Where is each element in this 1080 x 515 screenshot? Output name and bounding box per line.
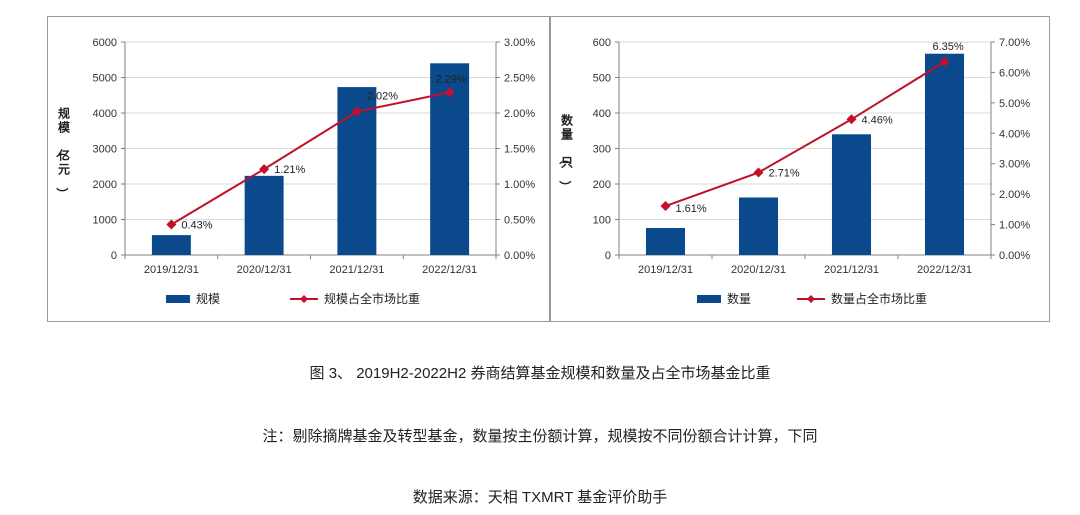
x-tick-label: 2021/12/31 — [824, 264, 879, 276]
x-tick-label: 2022/12/31 — [422, 264, 477, 276]
count-point — [753, 167, 764, 178]
scale-point — [351, 106, 362, 117]
legend-bar-swatch — [166, 295, 190, 303]
figure-title: 图 3、 2019H2-2022H2 券商结算基金规模和数量及占全市场基金比重 — [309, 365, 771, 382]
y-axis-label: 数量（只） — [558, 113, 574, 193]
data-label: 0.43% — [181, 219, 212, 231]
data-label: 1.61% — [676, 203, 707, 215]
y-tick-label: 200 — [593, 179, 611, 191]
y2-tick-label: 0.50% — [504, 215, 535, 227]
count-bar — [831, 134, 872, 255]
count-chart: 0 100 200 300 400 500 600 0.00% 1.00% 2.00% 3.00% 4… — [558, 37, 1030, 306]
data-label: 1.21% — [274, 164, 305, 176]
legend-line-marker — [807, 295, 815, 303]
data-label: 6.35% — [933, 41, 964, 53]
y2-tick-label: 6.00% — [999, 67, 1030, 79]
x-tick-label: 2020/12/31 — [237, 264, 292, 276]
right-chart-panel: 0 100 200 300 400 500 600 0.00% 1.00% 2.00% 3.00% 4… — [550, 16, 1050, 322]
scale-line — [170, 91, 450, 226]
y-tick-label: 6000 — [93, 37, 117, 49]
y-tick-label: 100 — [593, 215, 611, 227]
y2-tick-label: 4.00% — [999, 128, 1030, 140]
count-bar — [924, 53, 965, 256]
count-bar — [645, 228, 686, 255]
y-tick-label: 0 — [605, 250, 611, 262]
count-point — [846, 114, 857, 125]
scale-bar — [244, 175, 284, 255]
data-label: 2.29% — [436, 73, 467, 85]
scale-point — [166, 219, 177, 230]
y2-tick-label: 3.00% — [999, 159, 1030, 171]
legend-line-marker — [300, 295, 308, 303]
x-tick-label: 2021/12/31 — [329, 264, 384, 276]
y-tick-label: 2000 — [93, 179, 117, 191]
y-tick-label: 5000 — [93, 73, 117, 85]
y2-tick-label: 2.50% — [504, 73, 535, 85]
count-line — [665, 60, 946, 207]
y-tick-label: 1000 — [93, 215, 117, 227]
scale-chart: 0 1000 2000 3000 4000 5000 6000 0.00% 0.50% 1.00%… — [55, 37, 535, 306]
y2-tick-label: 1.00% — [504, 179, 535, 191]
y2-tick-label: 0.00% — [999, 250, 1030, 262]
figure-note: 注：剔除摘牌基金及转型基金，数量按主份额计算，规模按不同份额合计计算，下同 — [262, 428, 818, 445]
data-label: 2.71% — [769, 168, 800, 180]
y2-tick-label: 3.00% — [504, 37, 535, 49]
y2-tick-label: 1.50% — [504, 144, 535, 156]
left-chart-panel: 0 1000 2000 3000 4000 5000 6000 0.00% 0.50% 1.00%… — [47, 16, 550, 322]
data-label: 2.02% — [367, 91, 398, 103]
y2-tick-label: 1.00% — [999, 220, 1030, 232]
y-tick-label: 400 — [593, 108, 611, 120]
x-tick-label: 2022/12/31 — [917, 264, 972, 276]
y2-tick-label: 7.00% — [999, 37, 1030, 49]
y-tick-label: 4000 — [93, 108, 117, 120]
y-tick-label: 3000 — [93, 144, 117, 156]
legend-bar-label: 数量 — [727, 291, 751, 306]
figure-source: 数据来源：天相 TXMRT 基金评价助手 — [412, 489, 668, 506]
legend-line-label: 规模占全市场比重 — [324, 291, 420, 306]
count-bar — [738, 197, 779, 255]
scale-point — [259, 164, 270, 175]
data-label: 4.46% — [862, 114, 893, 126]
y2-tick-label: 5.00% — [999, 98, 1030, 110]
legend-bar-swatch — [697, 295, 721, 303]
y-tick-label: 300 — [593, 144, 611, 156]
x-tick-label: 2019/12/31 — [144, 264, 199, 276]
y-tick-label: 0 — [111, 250, 117, 262]
y2-tick-label: 2.00% — [999, 189, 1030, 201]
x-tick-label: 2019/12/31 — [638, 264, 693, 276]
scale-point — [444, 87, 455, 98]
y-tick-label: 500 — [593, 73, 611, 85]
y2-tick-label: 0.00% — [504, 250, 535, 262]
y-axis-label: 规模（亿元） — [55, 106, 71, 200]
legend-line-label: 数量占全市场比重 — [831, 291, 927, 306]
y-tick-label: 600 — [593, 37, 611, 49]
scale-bar — [151, 235, 191, 255]
x-tick-label: 2020/12/31 — [731, 264, 786, 276]
legend-bar-label: 规模 — [196, 291, 220, 306]
count-point — [939, 56, 950, 67]
count-point — [660, 201, 671, 212]
y2-tick-label: 2.00% — [504, 108, 535, 120]
